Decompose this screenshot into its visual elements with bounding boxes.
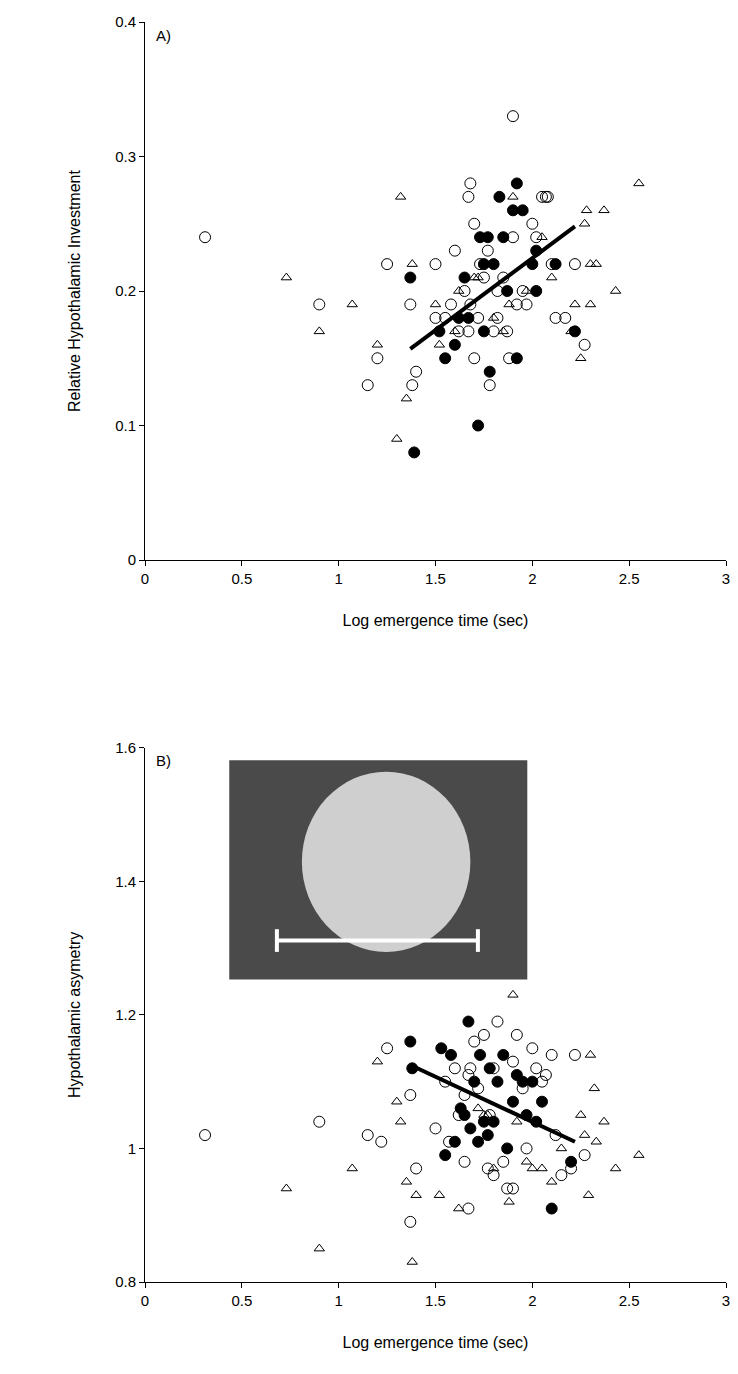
svg-text:2.5: 2.5 [619, 570, 640, 587]
svg-text:1.4: 1.4 [115, 873, 136, 890]
svg-text:1.5: 1.5 [425, 1292, 446, 1309]
svg-text:Log emergence time (sec): Log emergence time (sec) [343, 1334, 529, 1351]
svg-text:0.5: 0.5 [231, 1292, 252, 1309]
svg-text:1.5: 1.5 [425, 570, 446, 587]
svg-text:1.6: 1.6 [115, 739, 136, 756]
svg-text:1: 1 [334, 570, 342, 587]
svg-text:0.1: 0.1 [115, 417, 136, 434]
svg-text:0.2: 0.2 [115, 282, 136, 299]
svg-text:2: 2 [528, 570, 536, 587]
svg-text:3: 3 [722, 1292, 730, 1309]
svg-text:0: 0 [141, 570, 149, 587]
svg-text:Hypothalamic asymetry: Hypothalamic asymetry [66, 932, 83, 1098]
svg-text:0.8: 0.8 [115, 1273, 136, 1290]
svg-text:Log emergence time (sec): Log emergence time (sec) [343, 612, 529, 629]
svg-text:A): A) [156, 27, 171, 44]
svg-text:0: 0 [141, 1292, 149, 1309]
svg-text:0: 0 [128, 551, 136, 568]
svg-text:0.5: 0.5 [231, 570, 252, 587]
svg-text:Relative Hypothalamic Investme: Relative Hypothalamic Investment [66, 170, 83, 412]
svg-text:2.5: 2.5 [619, 1292, 640, 1309]
svg-text:B): B) [156, 752, 171, 769]
svg-text:1: 1 [334, 1292, 342, 1309]
svg-text:1: 1 [128, 1140, 136, 1157]
svg-text:0.3: 0.3 [115, 148, 136, 165]
svg-text:0.4: 0.4 [115, 13, 136, 30]
svg-text:2: 2 [528, 1292, 536, 1309]
svg-text:3: 3 [722, 570, 730, 587]
svg-text:1.2: 1.2 [115, 1006, 136, 1023]
